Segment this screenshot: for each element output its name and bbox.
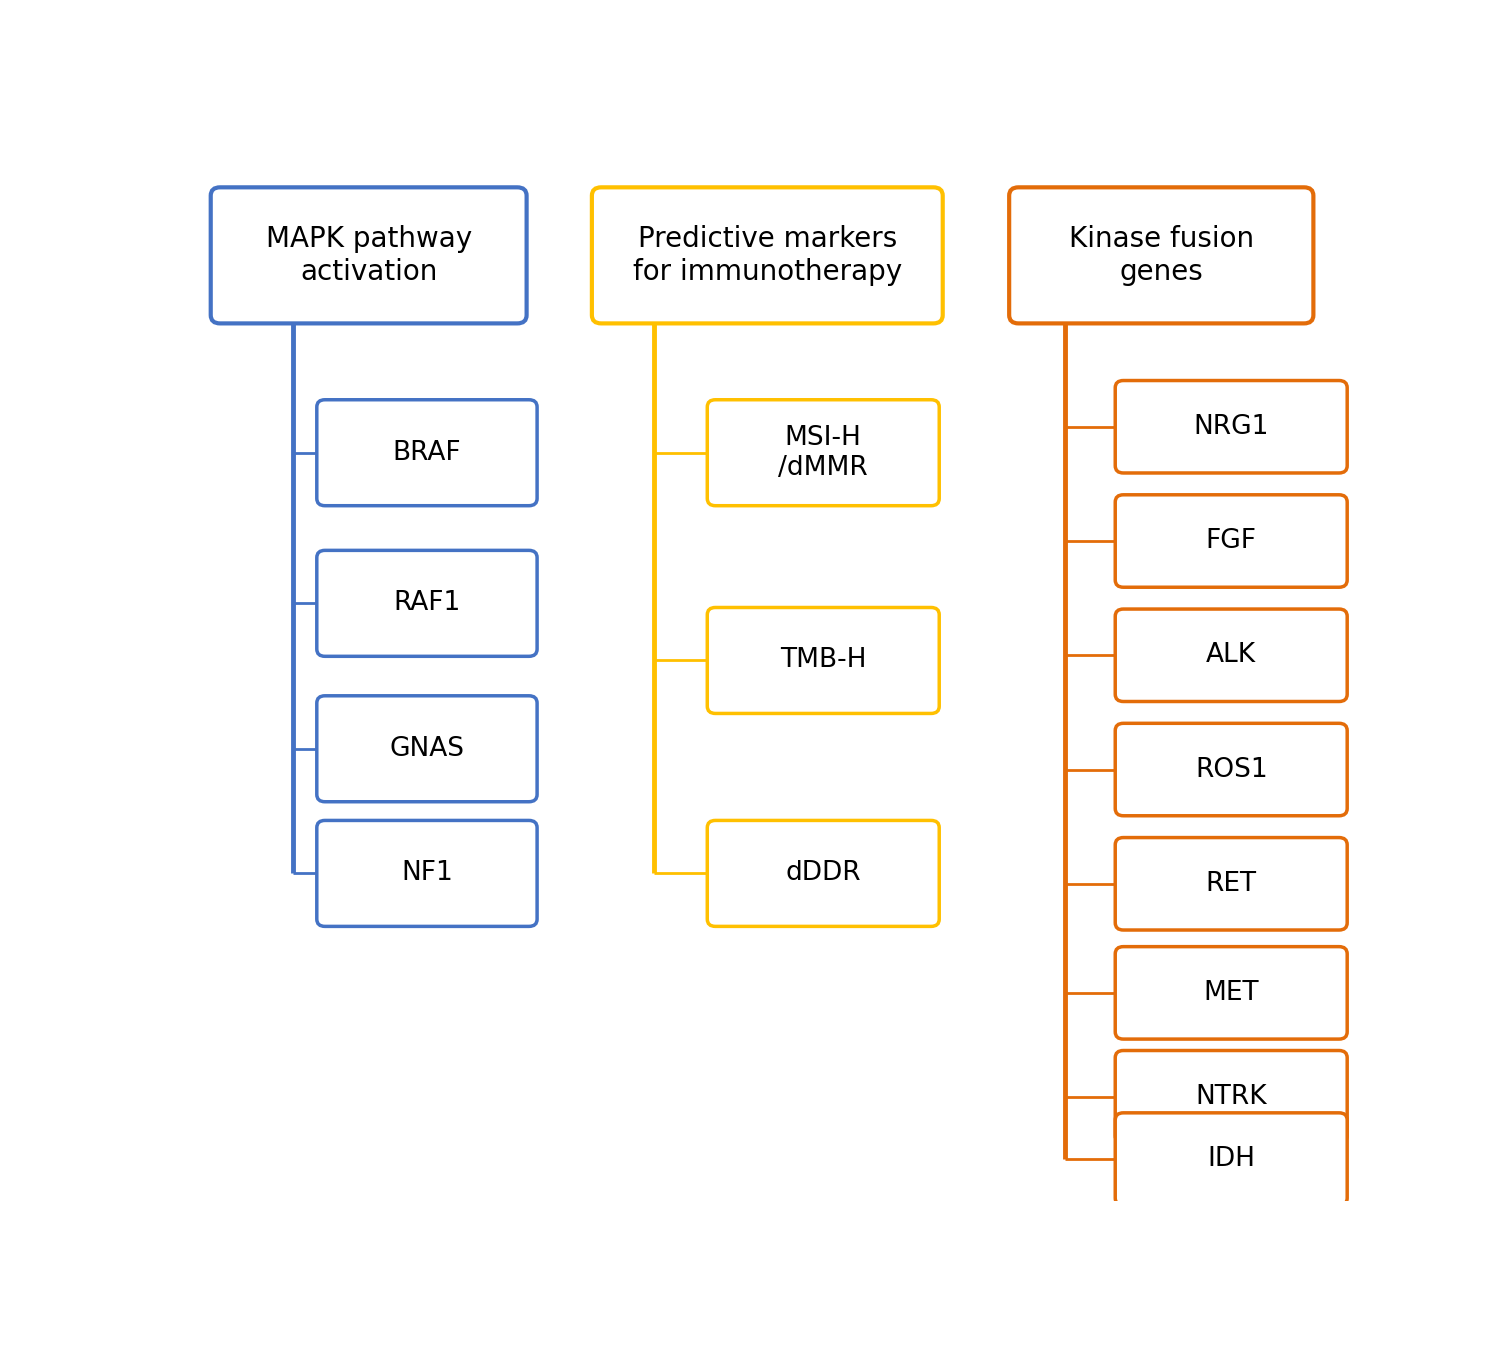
Text: NTRK: NTRK bbox=[1196, 1083, 1266, 1110]
FancyBboxPatch shape bbox=[1116, 723, 1348, 816]
FancyBboxPatch shape bbox=[1116, 1051, 1348, 1143]
Text: ROS1: ROS1 bbox=[1194, 757, 1268, 782]
Text: NRG1: NRG1 bbox=[1194, 414, 1269, 440]
Text: RAF1: RAF1 bbox=[394, 591, 460, 616]
FancyBboxPatch shape bbox=[707, 399, 938, 506]
Text: Predictive markers
for immunotherapy: Predictive markers for immunotherapy bbox=[633, 225, 902, 286]
FancyBboxPatch shape bbox=[593, 188, 943, 324]
Text: MET: MET bbox=[1203, 979, 1259, 1006]
FancyBboxPatch shape bbox=[707, 820, 938, 927]
FancyBboxPatch shape bbox=[1116, 380, 1348, 473]
Text: GNAS: GNAS bbox=[390, 735, 465, 762]
Text: ALK: ALK bbox=[1206, 642, 1256, 668]
Text: TMB-H: TMB-H bbox=[781, 648, 866, 673]
FancyBboxPatch shape bbox=[1116, 608, 1348, 701]
FancyBboxPatch shape bbox=[211, 188, 526, 324]
FancyBboxPatch shape bbox=[1009, 188, 1313, 324]
Text: MAPK pathway
activation: MAPK pathway activation bbox=[266, 225, 472, 286]
FancyBboxPatch shape bbox=[317, 820, 537, 927]
Text: Kinase fusion
genes: Kinase fusion genes bbox=[1069, 225, 1254, 286]
FancyBboxPatch shape bbox=[317, 399, 537, 506]
Text: RET: RET bbox=[1206, 871, 1257, 897]
Text: BRAF: BRAF bbox=[393, 440, 462, 465]
Text: dDDR: dDDR bbox=[785, 861, 862, 886]
Text: MSI-H
/dMMR: MSI-H /dMMR bbox=[779, 425, 868, 480]
FancyBboxPatch shape bbox=[1116, 947, 1348, 1039]
Text: IDH: IDH bbox=[1208, 1147, 1256, 1172]
FancyBboxPatch shape bbox=[707, 607, 938, 714]
Text: FGF: FGF bbox=[1206, 527, 1257, 554]
FancyBboxPatch shape bbox=[1116, 495, 1348, 587]
FancyBboxPatch shape bbox=[317, 696, 537, 801]
FancyBboxPatch shape bbox=[1116, 838, 1348, 929]
FancyBboxPatch shape bbox=[1116, 1113, 1348, 1205]
FancyBboxPatch shape bbox=[317, 550, 537, 657]
Text: NF1: NF1 bbox=[402, 861, 453, 886]
